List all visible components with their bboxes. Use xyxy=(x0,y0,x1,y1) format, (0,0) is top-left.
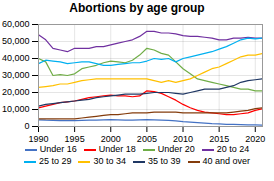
html-text:20 to 24: 20 to 24 xyxy=(216,144,250,154)
html-text:40 and over: 40 and over xyxy=(202,156,251,166)
svg-text:60,000: 60,000 xyxy=(2,19,30,29)
svg-text:50,000: 50,000 xyxy=(2,36,30,46)
svg-text:1990: 1990 xyxy=(28,134,48,143)
html-text:25 to 29: 25 to 29 xyxy=(38,156,72,166)
html-text:Under 16: Under 16 xyxy=(39,144,77,154)
svg-text:10,000: 10,000 xyxy=(2,104,30,114)
svg-text:40,000: 40,000 xyxy=(2,53,30,63)
svg-text:2005: 2005 xyxy=(137,134,157,143)
svg-text:1995: 1995 xyxy=(65,134,85,143)
html-text:30 to 34: 30 to 34 xyxy=(93,156,126,166)
svg-text:2015: 2015 xyxy=(209,134,229,143)
html-text:Abortions by age group: Abortions by age group xyxy=(69,1,205,15)
svg-text:2020: 2020 xyxy=(245,134,265,143)
html-text:35 to 39: 35 to 39 xyxy=(148,156,181,166)
svg-text:0: 0 xyxy=(24,121,29,131)
html-text:Under 20: Under 20 xyxy=(157,144,195,154)
svg-text:20,000: 20,000 xyxy=(2,87,30,97)
svg-text:30,000: 30,000 xyxy=(2,70,30,80)
html-text:Under 18: Under 18 xyxy=(98,144,136,154)
svg-text:2010: 2010 xyxy=(173,134,193,143)
svg-text:2000: 2000 xyxy=(101,134,121,143)
